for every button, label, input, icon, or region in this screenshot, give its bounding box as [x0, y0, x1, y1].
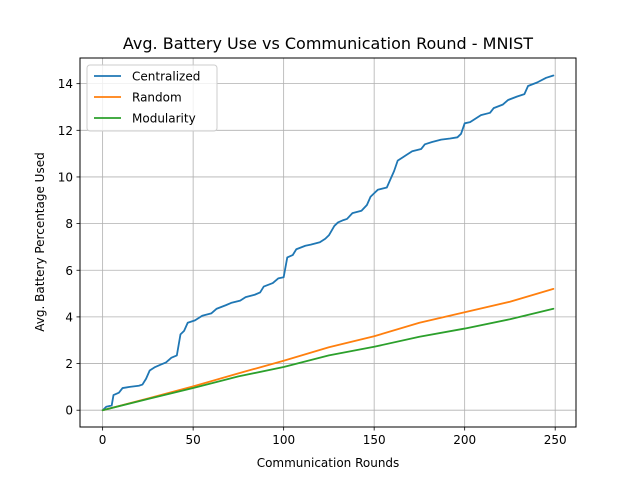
legend-label-centralized: Centralized	[132, 70, 200, 84]
series-layer	[101, 74, 555, 412]
y-axis-label: Avg. Battery Percentage Used	[33, 152, 47, 331]
y-tick-label: 0	[65, 404, 73, 418]
x-tick-label: 0	[99, 433, 107, 447]
series-line-modularity	[101, 307, 555, 412]
x-tick-label: 250	[544, 433, 567, 447]
x-tick-label: 200	[453, 433, 476, 447]
x-tick-label: 50	[185, 433, 200, 447]
legend-box	[86, 64, 218, 132]
series-line-centralized	[101, 74, 555, 412]
legend-label-random: Random	[132, 91, 182, 105]
y-tick-label: 14	[58, 77, 73, 91]
y-tick-label: 12	[58, 124, 73, 138]
series-line-random	[101, 288, 555, 412]
plot-frame	[79, 57, 577, 428]
legend-label-modularity: Modularity	[132, 112, 196, 126]
y-tick-label: 4	[65, 310, 73, 324]
x-axis-label: Communication Rounds	[257, 456, 400, 470]
x-tick-label: 100	[272, 433, 295, 447]
y-tick-label: 2	[65, 357, 73, 371]
y-tick-label: 10	[58, 170, 73, 184]
chart-title: Avg. Battery Use vs Communication Round …	[123, 34, 533, 53]
x-tick-label: 150	[363, 433, 386, 447]
y-tick-label: 6	[65, 264, 73, 278]
ticks: 0 50 100 150 200 250 0 2 4 6 8 10 12 14	[58, 77, 567, 447]
y-tick-label: 8	[65, 217, 73, 231]
legend: Centralized Random Modularity	[86, 64, 218, 132]
